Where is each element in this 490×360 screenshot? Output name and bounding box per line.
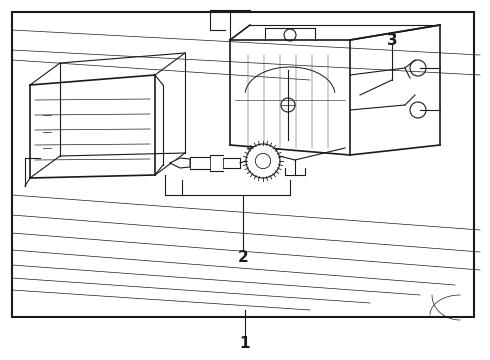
Text: 1: 1	[240, 336, 250, 351]
Polygon shape	[170, 158, 190, 168]
Text: 2: 2	[238, 251, 248, 266]
Bar	[12, 12, 474, 317]
Text: 3: 3	[387, 32, 397, 48]
Circle shape	[246, 144, 280, 178]
